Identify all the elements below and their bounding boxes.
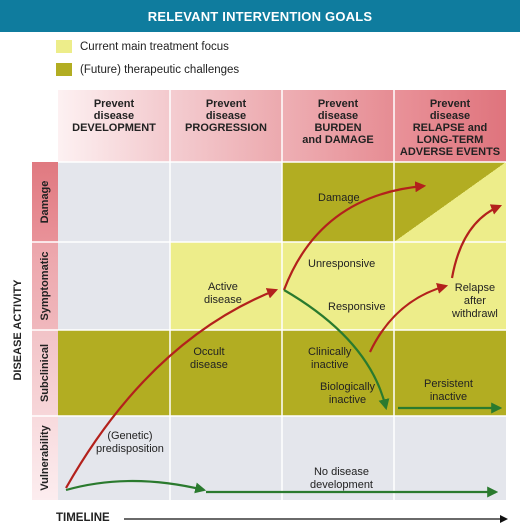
- label-no-disease: No disease development: [310, 466, 373, 492]
- cell-symptomatic-development: [58, 242, 170, 330]
- cell-vulnerability-burden: [282, 416, 394, 500]
- label-line: inactive: [429, 391, 468, 403]
- label-clinically-inactive: Clinically inactive: [308, 346, 351, 372]
- label-line: predisposition: [96, 443, 164, 455]
- header-line: disease: [429, 110, 471, 122]
- label-relapse: Relapse after withdrawl: [452, 282, 498, 321]
- label-persistent-inactive: Persistent inactive: [424, 378, 473, 404]
- column-header-burden: Prevent disease BURDEN and DAMAGE: [282, 90, 394, 162]
- header-line: Prevent: [317, 98, 359, 110]
- header-line: disease: [317, 110, 359, 122]
- row-label-symptomatic: Symptomatic: [32, 242, 58, 330]
- legend-label-future: (Future) therapeutic challenges: [80, 63, 240, 76]
- arrow-relapse: [369, 283, 449, 353]
- legend-future: (Future) therapeutic challenges: [56, 63, 239, 76]
- label-line: disease: [204, 294, 242, 306]
- label-line: development: [310, 479, 373, 491]
- header-line: disease: [93, 110, 135, 122]
- label-line: inactive: [328, 394, 367, 406]
- header-line: ADVERSE EVENTS: [399, 146, 501, 158]
- header-line: and DAMAGE: [302, 134, 374, 146]
- label-line: No disease: [313, 466, 370, 478]
- label-line: Active: [207, 281, 238, 293]
- label-line: withdrawl: [452, 308, 498, 320]
- label-line: disease: [190, 359, 228, 371]
- legend-swatch-future: [56, 63, 72, 76]
- arrow-progression: [65, 288, 279, 489]
- column-header-relapse: Prevent disease RELAPSE and LONG-TERM ADVERS…: [394, 90, 506, 162]
- row-label-damage: Damage: [32, 162, 58, 242]
- page-title: RELEVANT INTERVENTION GOALS: [0, 0, 520, 32]
- row-label-subclinical: Subclinical: [32, 330, 58, 416]
- cell-vulnerability-development: [58, 416, 170, 500]
- cell-damage-development: [58, 162, 170, 242]
- label-genetic: (Genetic) predisposition: [96, 430, 164, 456]
- header-line: Prevent: [205, 98, 247, 110]
- cell-subclinical-relapse: [394, 330, 506, 416]
- label-occult: Occult disease: [190, 346, 228, 372]
- label-unresponsive: Unresponsive: [308, 258, 376, 270]
- cell-damage-progression: [170, 162, 282, 242]
- cell-damage-relapse: [394, 162, 506, 242]
- cell-subclinical-progression: [170, 330, 282, 416]
- arrow-to-damage: [282, 181, 427, 291]
- row-label-vulnerability: Vulnerability: [32, 416, 58, 500]
- label-damage: Damage: [318, 192, 360, 204]
- legend-swatch-current: [56, 40, 72, 53]
- label-line: Persistent: [424, 378, 473, 390]
- cell-subclinical-burden: [282, 330, 394, 416]
- header-line: BURDEN: [314, 122, 362, 134]
- header-line: Prevent: [93, 98, 135, 110]
- legend-label-current: Current main treatment focus: [80, 40, 229, 53]
- x-axis-label: TIMELINE: [56, 512, 110, 524]
- arrow-vulnerability: [65, 479, 207, 494]
- label-responsive: Responsive: [328, 301, 386, 313]
- column-header-development: Prevent disease DEVELOPMENT: [58, 90, 170, 162]
- label-line: after: [463, 295, 486, 307]
- label-active-disease: Active disease: [204, 281, 242, 307]
- cell-vulnerability-relapse: [394, 416, 506, 500]
- label-biologically-inactive: Biologically inactive: [320, 381, 375, 407]
- label-line: Relapse: [454, 282, 496, 294]
- column-header-progression: Prevent disease PROGRESSION: [170, 90, 282, 162]
- cell-damage-burden: [282, 162, 394, 242]
- cell-symptomatic-relapse: [394, 242, 506, 330]
- label-line: Clinically: [308, 346, 352, 358]
- label-line: Occult: [193, 346, 225, 358]
- header-line: RELAPSE and: [412, 122, 488, 134]
- label-line: Biologically: [320, 381, 376, 393]
- arrow-responsive: [283, 289, 390, 411]
- header-line: DEVELOPMENT: [72, 122, 156, 134]
- legend-current: Current main treatment focus: [56, 40, 229, 53]
- label-line: (Genetic): [107, 430, 153, 442]
- header-line: PROGRESSION: [185, 122, 267, 134]
- arrow-relapse-damage: [450, 204, 503, 279]
- header-line: Prevent: [429, 98, 471, 110]
- header-line: disease: [205, 110, 247, 122]
- label-line: inactive: [311, 359, 349, 371]
- header-line: LONG-TERM: [416, 134, 484, 146]
